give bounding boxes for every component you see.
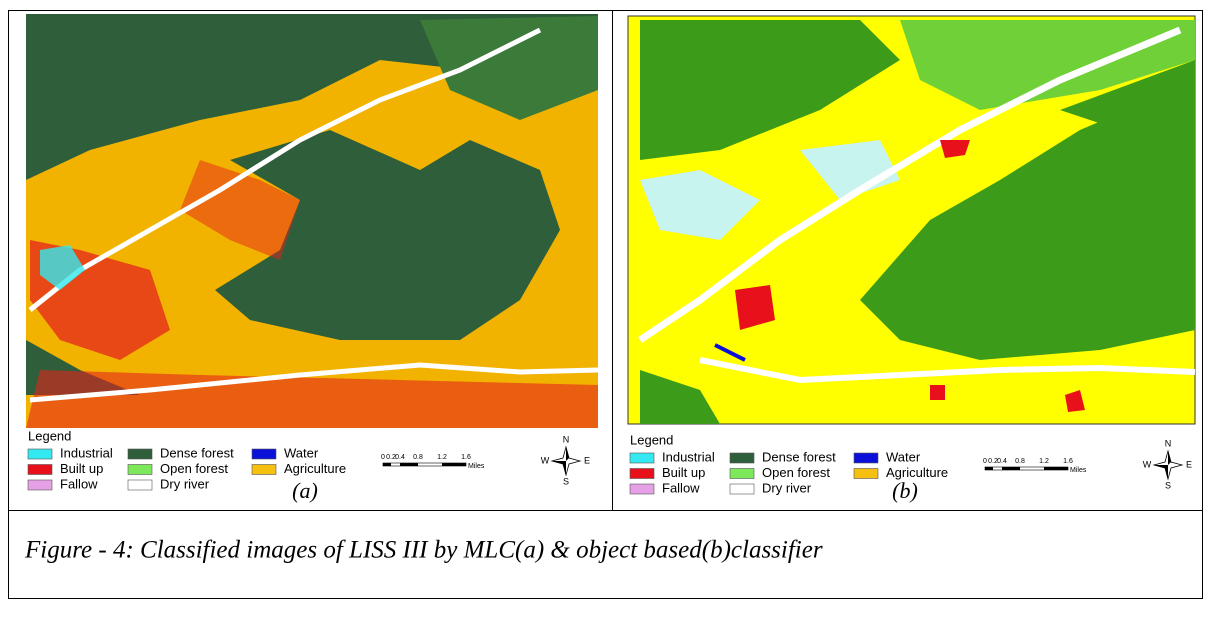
scale-unit: Miles [1070, 467, 1087, 474]
scale-label: 1.2 [1039, 458, 1049, 465]
legend-label: Built up [60, 461, 103, 476]
legend-swatch [128, 449, 152, 459]
figure: Figure - 4: Classified images of LISS II… [0, 0, 1211, 612]
legend-label: Agriculture [284, 461, 346, 476]
map-b [628, 16, 1195, 424]
legend-swatch [252, 449, 276, 459]
legend-label: Dense forest [160, 445, 234, 460]
scale-label: 0 [983, 458, 987, 465]
compass-n: N [1165, 438, 1172, 448]
legend-label: Dry river [160, 476, 210, 491]
scale-label: 0.8 [413, 454, 423, 461]
legend-swatch [730, 484, 754, 494]
scale-unit: Miles [468, 463, 485, 470]
legend-swatch [730, 469, 754, 479]
scale-segment [400, 463, 418, 466]
compass-e: E [584, 455, 590, 465]
compass-n: N [563, 434, 570, 444]
compass-s: S [1165, 480, 1171, 490]
scale-label: 1.6 [1063, 458, 1073, 465]
legend-swatch [28, 480, 52, 490]
scale-label: 0 [381, 454, 385, 461]
legend-swatch [128, 465, 152, 475]
scale-segment [1044, 467, 1068, 470]
legend-swatch [128, 480, 152, 490]
legend-swatch [730, 453, 754, 463]
legend-label: Dense forest [762, 449, 836, 464]
panel-label: (a) [292, 478, 318, 503]
page: {"panels": [ {"legend_title": "Legend", … [0, 0, 1211, 612]
compass-e: E [1186, 459, 1192, 469]
legend-swatch [28, 465, 52, 475]
legend-label: Fallow [662, 480, 700, 495]
legend-swatch [630, 453, 654, 463]
legend-swatch [854, 453, 878, 463]
legend-label: Open forest [762, 465, 830, 480]
legend-label: Dry river [762, 480, 812, 495]
legend-swatch [252, 465, 276, 475]
compass-w: W [541, 455, 550, 465]
compass-s: S [563, 476, 569, 486]
scale-segment [1002, 467, 1020, 470]
legend-title: Legend [28, 428, 71, 443]
legend-swatch [854, 469, 878, 479]
scale-label: 1.6 [461, 454, 471, 461]
legend-swatch [630, 469, 654, 479]
legend-label: Built up [662, 465, 705, 480]
legend-label: Water [886, 449, 921, 464]
legend-label: Water [284, 445, 319, 460]
panel-label: (b) [892, 478, 918, 503]
scale-segment [985, 467, 993, 470]
scale-label: 1.2 [437, 454, 447, 461]
scale-segment [383, 463, 391, 466]
legend-swatch [630, 484, 654, 494]
figure-caption: Figure - 4: Classified images of LISS II… [24, 537, 823, 564]
legend-label: Open forest [160, 461, 228, 476]
legend-swatch [28, 449, 52, 459]
map-a [26, 14, 598, 428]
scale-segment [442, 463, 466, 466]
scale-label: 0.4 [395, 454, 405, 461]
legend-label: Industrial [60, 445, 113, 460]
compass-w: W [1143, 459, 1152, 469]
legend-title: Legend [630, 432, 673, 447]
scale-label: 0.4 [997, 458, 1007, 465]
legend-label: Industrial [662, 449, 715, 464]
legend-label: Fallow [60, 476, 98, 491]
scale-label: 0.8 [1015, 458, 1025, 465]
